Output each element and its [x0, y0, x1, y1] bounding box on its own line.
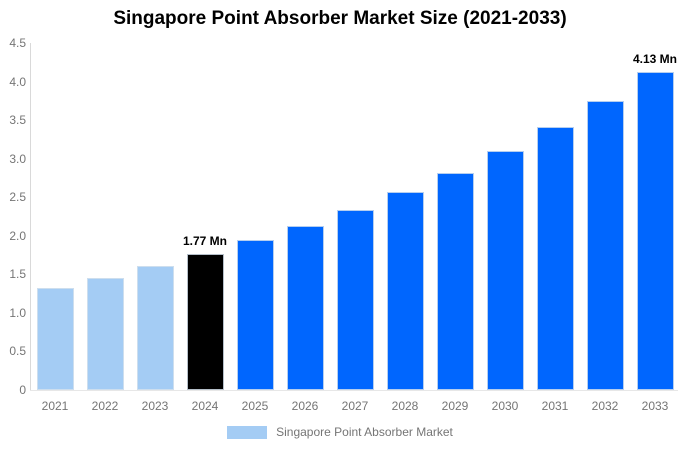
- bar-2031: [536, 127, 574, 390]
- y-tick-label-1.5: 1.5: [9, 267, 26, 282]
- x-tick-label-2028: 2028: [391, 399, 419, 413]
- bar-2022: [86, 278, 124, 390]
- y-tick-label-2.5: 2.5: [9, 190, 26, 205]
- y-tick-label-1.0: 1.0: [9, 305, 26, 320]
- bar-value-label-2024: 1.77 Mn: [182, 233, 227, 248]
- x-tick-label-2022: 2022: [91, 399, 119, 413]
- x-tick-label-2025: 2025: [241, 399, 269, 413]
- chart-title: Singapore Point Absorber Market Size (20…: [113, 8, 567, 29]
- x-tick-label-2033: 2033: [641, 399, 669, 413]
- bar-2026: [286, 225, 324, 390]
- x-tick-label-2021: 2021: [41, 399, 69, 413]
- y-tick-label-4.5: 4.5: [9, 36, 26, 50]
- bar-value-label-2033: 4.13 Mn: [632, 51, 677, 66]
- legend-swatch: [227, 425, 268, 439]
- y-tick-label-2.0: 2.0: [9, 228, 26, 243]
- x-tick-label-2031: 2031: [541, 399, 569, 413]
- bar-2025: [236, 240, 274, 390]
- bar-2030: [486, 150, 524, 390]
- bar-2024: [186, 253, 224, 390]
- y-tick-label-3.0: 3.0: [9, 151, 26, 166]
- bar-2033: [636, 71, 674, 390]
- x-tick-label-2023: 2023: [141, 399, 169, 413]
- y-tick-label-4.0: 4.0: [9, 74, 26, 89]
- x-tick-label-2032: 2032: [591, 399, 619, 413]
- y-tick-label-0.5: 0.5: [9, 344, 26, 359]
- y-tick-label-3.5: 3.5: [9, 113, 26, 128]
- bar-2028: [386, 191, 424, 390]
- legend-label: Singapore Point Absorber Market: [276, 425, 453, 439]
- bar-2027: [336, 209, 374, 390]
- bar-2029: [436, 172, 474, 390]
- x-tick-label-2030: 2030: [491, 399, 519, 413]
- x-axis-line: [30, 390, 678, 391]
- y-tick-label-0: 0: [19, 383, 26, 397]
- legend: Singapore Point Absorber Market: [0, 425, 680, 439]
- x-tick-label-2024: 2024: [191, 399, 219, 413]
- x-tick-label-2026: 2026: [291, 399, 319, 413]
- bar-2032: [586, 100, 624, 390]
- bar-2023: [136, 265, 174, 390]
- y-axis-line: [30, 43, 31, 390]
- x-tick-label-2029: 2029: [441, 399, 469, 413]
- bar-2021: [36, 288, 74, 390]
- x-tick-label-2027: 2027: [341, 399, 369, 413]
